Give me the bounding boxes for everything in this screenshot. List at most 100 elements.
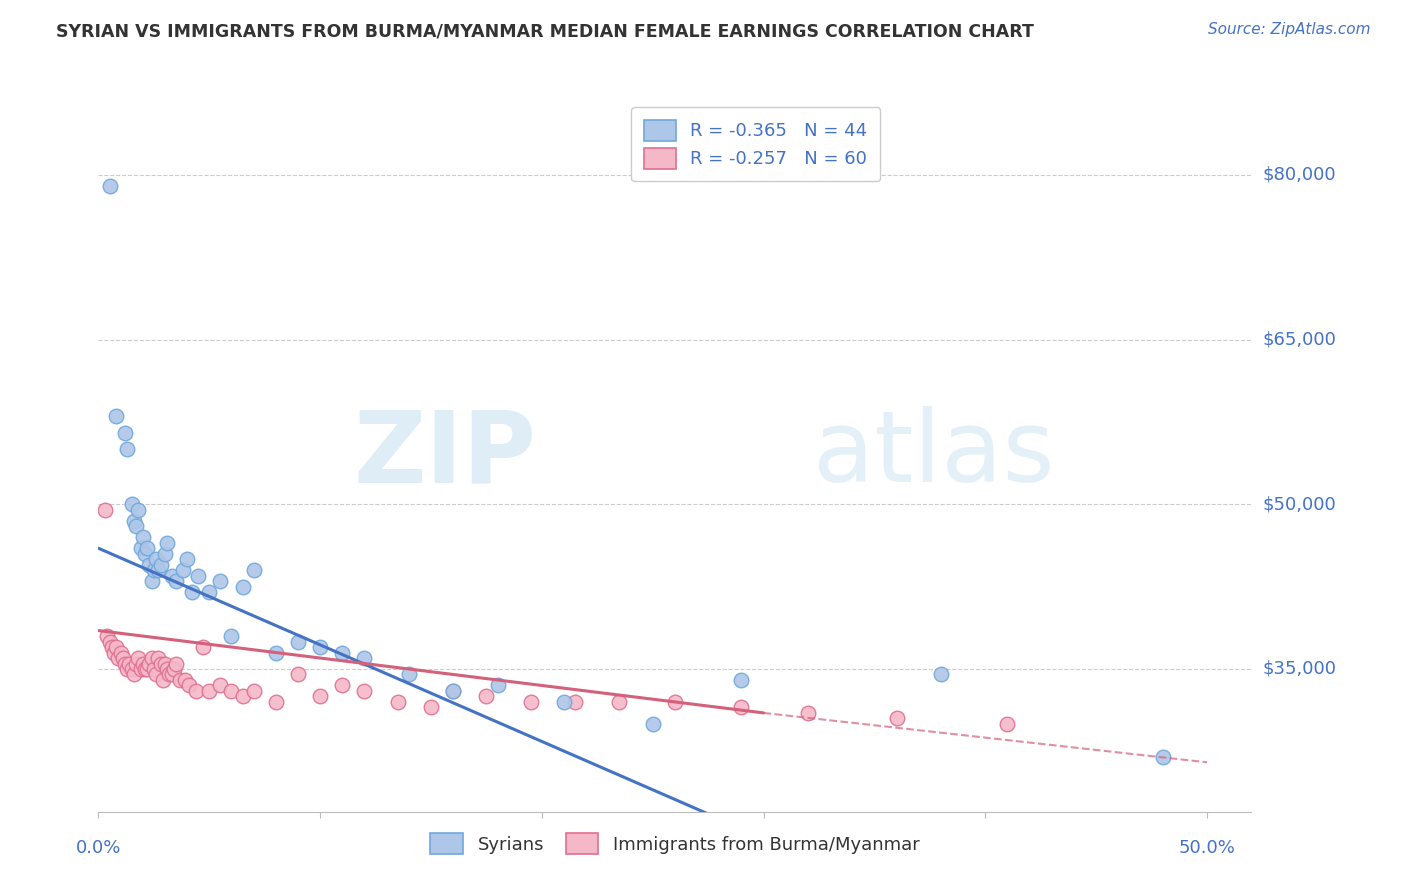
Point: [156, 535, 179, 549]
Point: [221, 629, 243, 643]
Point: [117, 442, 138, 457]
Point: [105, 640, 128, 654]
Point: [94, 503, 117, 517]
Point: [149, 657, 172, 671]
Point: [187, 568, 209, 582]
Point: [287, 634, 309, 648]
Point: [142, 662, 165, 676]
Point: [148, 563, 170, 577]
Point: [165, 574, 187, 589]
Legend: Syrians, Immigrants from Burma/Myanmar: Syrians, Immigrants from Burma/Myanmar: [418, 821, 932, 867]
Point: [122, 514, 145, 528]
Point: [198, 585, 221, 599]
Point: [664, 695, 686, 709]
Point: [156, 662, 179, 676]
Point: [198, 684, 221, 698]
Point: [145, 667, 167, 681]
Point: [98, 178, 121, 193]
Point: [730, 700, 752, 714]
Point: [641, 717, 664, 731]
Point: [264, 695, 287, 709]
Point: [441, 684, 464, 698]
Text: $80,000: $80,000: [1263, 166, 1336, 184]
Point: [160, 568, 183, 582]
Point: [142, 563, 165, 577]
Point: [179, 678, 201, 692]
Point: [287, 667, 309, 681]
Text: 0.0%: 0.0%: [76, 839, 121, 857]
Point: [125, 519, 148, 533]
Point: [100, 640, 122, 654]
Text: ZIP: ZIP: [354, 407, 537, 503]
Point: [929, 667, 952, 681]
Point: [129, 541, 152, 556]
Point: [153, 657, 176, 671]
Point: [114, 425, 136, 440]
Point: [353, 651, 375, 665]
Point: [165, 657, 187, 671]
Point: [111, 651, 134, 665]
Point: [138, 657, 160, 671]
Point: [152, 673, 174, 687]
Point: [141, 574, 163, 589]
Point: [160, 667, 183, 681]
Point: [149, 558, 172, 572]
Point: [136, 662, 159, 676]
Point: [118, 657, 141, 671]
Point: [309, 690, 332, 704]
Point: [242, 563, 264, 577]
Point: [242, 684, 264, 698]
Point: [398, 667, 420, 681]
Point: [105, 409, 128, 424]
Point: [103, 646, 125, 660]
Point: [209, 574, 232, 589]
Point: [180, 585, 202, 599]
Point: [730, 673, 752, 687]
Text: $65,000: $65,000: [1263, 331, 1336, 349]
Point: [387, 695, 409, 709]
Point: [330, 678, 353, 692]
Text: 50.0%: 50.0%: [1178, 839, 1236, 857]
Point: [309, 640, 332, 654]
Point: [441, 684, 464, 698]
Point: [231, 690, 254, 704]
Point: [997, 717, 1019, 731]
Point: [117, 662, 138, 676]
Point: [420, 700, 443, 714]
Point: [136, 541, 159, 556]
Point: [330, 646, 353, 660]
Point: [886, 711, 908, 725]
Point: [127, 651, 149, 665]
Point: [114, 657, 136, 671]
Point: [184, 684, 207, 698]
Point: [609, 695, 631, 709]
Point: [121, 497, 143, 511]
Point: [174, 673, 197, 687]
Point: [125, 657, 148, 671]
Point: [145, 552, 167, 566]
Text: $50,000: $50,000: [1263, 495, 1336, 513]
Text: SYRIAN VS IMMIGRANTS FROM BURMA/MYANMAR MEDIAN FEMALE EARNINGS CORRELATION CHART: SYRIAN VS IMMIGRANTS FROM BURMA/MYANMAR …: [56, 22, 1035, 40]
Point: [1152, 749, 1174, 764]
Point: [129, 662, 152, 676]
Point: [153, 547, 176, 561]
Point: [138, 558, 160, 572]
Point: [134, 547, 156, 561]
Point: [148, 651, 170, 665]
Text: $35,000: $35,000: [1263, 660, 1337, 678]
Point: [127, 503, 149, 517]
Point: [475, 690, 498, 704]
Point: [264, 646, 287, 660]
Point: [98, 634, 121, 648]
Text: Source: ZipAtlas.com: Source: ZipAtlas.com: [1208, 22, 1371, 37]
Point: [96, 629, 118, 643]
Point: [110, 646, 132, 660]
Point: [221, 684, 243, 698]
Point: [231, 580, 254, 594]
Point: [141, 651, 163, 665]
Point: [553, 695, 575, 709]
Point: [163, 662, 186, 676]
Point: [564, 695, 586, 709]
Point: [519, 695, 541, 709]
Point: [107, 651, 129, 665]
